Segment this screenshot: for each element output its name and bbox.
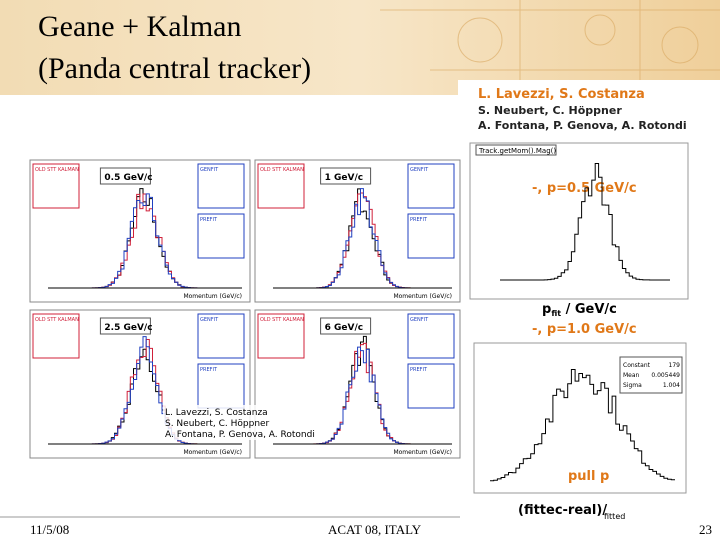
title-line: Geane + Kalman [38, 10, 242, 43]
axis-label-sub: fit [551, 309, 561, 318]
stats-box [407, 213, 455, 259]
footer-page: 23 [699, 522, 712, 537]
stats-box [257, 313, 305, 359]
axis-label: Momentum (GeV/c) [393, 449, 452, 456]
stats-title: PREFIT [200, 367, 218, 373]
histogram-panels: 0.5 GeV/c Momentum (GeV/c) OLD STT KALMAN G… [29, 159, 461, 459]
author-overlay-bg [163, 405, 318, 440]
stats-box [407, 313, 455, 359]
pull-formula: (fittec-real)/ [518, 503, 607, 518]
plot-label: -, p=0.5 GeV/c [532, 181, 637, 196]
stat-value: 0.005449 [651, 372, 680, 379]
author: S. Neubert, C. Höppner [478, 104, 622, 117]
axis-label-part: p [542, 302, 551, 317]
stats-title: OLD STT KALMAN [35, 317, 79, 323]
histogram-line [490, 368, 675, 482]
stats-box [32, 313, 80, 359]
stats-title: OLD STT KALMAN [260, 167, 304, 173]
author-bg [458, 80, 720, 140]
author: A. Fontana, P. Genova, A. Rotondi [478, 119, 687, 132]
axis-label: Momentum (GeV/c) [183, 293, 242, 300]
stats-title: GENFIT [200, 167, 219, 173]
stats-title: GENFIT [410, 317, 429, 323]
header-bg [0, 0, 720, 95]
panel-label-box [99, 317, 151, 335]
author-overlay: A. Fontana, P. Genova, A. Rotondi [165, 430, 315, 440]
panel-label: 6 GeV/c [325, 323, 363, 333]
stats: Constant 179 Mean 0.005449 Sigma 1.004 [623, 362, 680, 389]
stat-value: 1.004 [663, 382, 680, 389]
plot-title: Track.getMom().Mag() [478, 147, 556, 155]
stat-name: Sigma [623, 382, 642, 389]
pull-label: pull p [568, 469, 609, 484]
stats-box [197, 163, 245, 209]
stats-title: GENFIT [410, 167, 429, 173]
stats-box [197, 313, 245, 359]
axis-label-part: / GeV/c [561, 302, 617, 317]
stats-title: PREFIT [410, 217, 428, 223]
panel-label: 0.5 GeV/c [104, 173, 152, 183]
axis-label: pfit / GeV/c [542, 302, 617, 318]
header-decor [380, 0, 720, 95]
author-overlay: L. Lavezzi, S. Costanza [165, 408, 268, 418]
panel-label-box [320, 167, 372, 185]
panel-label: 1 GeV/c [325, 173, 363, 183]
stats-title: PREFIT [410, 367, 428, 373]
plot-label: -, p=1.0 GeV/c [532, 322, 637, 337]
title-line: (Panda central tracker) [38, 52, 311, 85]
stat-name: Constant [623, 362, 651, 369]
axis-label: Momentum (GeV/c) [393, 293, 452, 300]
stats-title: OLD STT KALMAN [35, 167, 79, 173]
footer-date: 11/5/08 [30, 522, 69, 537]
footer-event: ACAT 08, ITALY [328, 522, 422, 537]
panel-label-box [320, 317, 372, 335]
stats-box [32, 163, 80, 209]
panel-label-box [99, 167, 151, 185]
stats-box [407, 363, 455, 409]
stats-title: GENFIT [200, 317, 219, 323]
stats-box [407, 163, 455, 209]
panel-label: 2.5 GeV/c [104, 323, 152, 333]
pull-sub: fitted [604, 512, 625, 521]
author-overlay: S. Neubert, C. Höppner [165, 419, 270, 429]
author-main: L. Lavezzi, S. Costanza [478, 87, 645, 102]
stats-box [257, 163, 305, 209]
stats-title: PREFIT [200, 217, 218, 223]
histogram-line [500, 163, 670, 281]
stat-name: Mean [623, 372, 640, 379]
stats-box [197, 213, 245, 259]
stats-box [619, 356, 683, 394]
axis-label: Momentum (GeV/c) [183, 449, 242, 456]
plot-title-box [475, 144, 557, 156]
stats-title: OLD STT KALMAN [260, 317, 304, 323]
stat-value: 179 [669, 362, 681, 369]
right-plot-top [469, 142, 689, 300]
